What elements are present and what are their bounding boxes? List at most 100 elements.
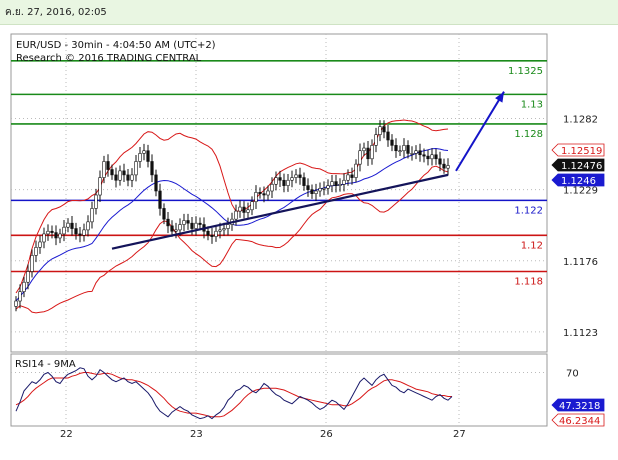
candle-body — [354, 163, 358, 178]
candle-body — [178, 224, 182, 231]
candle-body — [106, 161, 110, 170]
candle-body — [302, 177, 306, 186]
candle-body — [58, 233, 62, 239]
candle-body — [62, 226, 66, 235]
candle-body — [50, 230, 54, 233]
candle-body — [78, 233, 82, 236]
candle-body — [218, 229, 222, 232]
candle-body — [186, 220, 190, 224]
price-tag — [551, 173, 605, 187]
candle-body — [430, 154, 434, 160]
candle-body — [322, 188, 326, 190]
grid — [11, 34, 547, 426]
candle-body — [298, 174, 302, 178]
candle-body — [38, 241, 42, 248]
projection-arrow-line — [455, 91, 505, 172]
candle-body — [110, 169, 114, 176]
candle-body — [378, 126, 382, 135]
candle-body — [294, 174, 298, 178]
candle-body — [86, 221, 90, 231]
candle-body — [226, 224, 230, 229]
candle-body — [310, 189, 314, 194]
candle-body — [170, 225, 174, 232]
candle-body — [114, 174, 118, 181]
candle-body — [142, 150, 146, 154]
candle-body — [290, 177, 294, 181]
candle-body — [242, 206, 246, 213]
timestamp: ค.ย. 27, 2016, 02:05 — [5, 7, 107, 18]
bollinger-upper — [15, 119, 449, 294]
candles — [14, 120, 450, 312]
rsi-tag-label: 46.2344 — [559, 416, 600, 427]
candle-body — [446, 165, 450, 169]
candle-body — [362, 147, 366, 152]
candle-body — [42, 233, 46, 243]
level-label: 1.118 — [514, 276, 543, 287]
candle-body — [426, 155, 430, 160]
top-bar: ค.ย. 27, 2016, 02:05 — [0, 0, 618, 25]
candle-body — [190, 222, 194, 229]
candle-body — [422, 154, 426, 157]
support-trendline — [111, 173, 449, 250]
candle-body — [70, 222, 74, 229]
candle-body — [258, 192, 262, 194]
trendlines — [111, 91, 505, 250]
rsi-lines — [15, 367, 453, 420]
candle-body — [198, 222, 202, 225]
chart-labels: 22 23 26 27 1.1282 1.1229 1.1176 1.1123 70 1.1325… — [60, 66, 605, 440]
candle-body — [138, 153, 142, 162]
candle-body — [26, 271, 30, 283]
candle-body — [206, 230, 210, 236]
rsi-axis-label: 70 — [566, 368, 579, 379]
candle-body — [374, 134, 378, 146]
candle-body — [102, 161, 106, 178]
candle-body — [30, 255, 34, 272]
candle-body — [438, 158, 442, 165]
price-tag-label: 1.1246 — [561, 176, 596, 187]
x-tick-label: 26 — [320, 429, 333, 440]
candle-body — [278, 177, 282, 181]
candle-body — [386, 131, 390, 141]
candle-body — [410, 153, 414, 155]
rsi-tag — [551, 413, 605, 427]
candle-body — [370, 145, 374, 160]
candle-body — [162, 208, 166, 220]
candle-body — [194, 222, 198, 229]
rsi-ma-line — [15, 372, 452, 418]
candle-body — [18, 291, 22, 302]
candle-body — [94, 194, 98, 209]
candle-body — [442, 163, 446, 169]
candle-body — [234, 210, 238, 220]
candle-body — [266, 190, 270, 196]
candle-body — [398, 150, 402, 153]
candle-body — [126, 174, 130, 181]
price-tag — [551, 143, 605, 157]
candle-body — [366, 147, 370, 160]
candle-body — [118, 170, 122, 181]
candle-body — [66, 222, 70, 228]
price-panel-frame — [10, 33, 548, 353]
candle-body — [74, 228, 78, 235]
candle-body — [418, 150, 422, 156]
indicator-title: RSI14 - 9MA — [15, 359, 76, 370]
candle-body — [318, 188, 322, 192]
candle-body — [130, 174, 134, 181]
price-tag-label: 1.12476 — [561, 161, 602, 172]
candle-body — [166, 218, 170, 227]
candle-body — [154, 174, 158, 192]
candle-body — [98, 177, 102, 196]
candle-body — [222, 228, 226, 231]
candle-body — [434, 154, 438, 160]
level-label: 1.122 — [514, 205, 543, 216]
level-lines — [11, 60, 547, 273]
chart-subtitle: Research © 2016 TRADING CENTRAL — [16, 53, 202, 64]
candle-body — [82, 229, 86, 236]
level-label: 1.12 — [521, 240, 543, 251]
candle-body — [46, 230, 50, 235]
candle-body — [382, 126, 386, 133]
candle-body — [238, 206, 242, 212]
candle-body — [214, 230, 218, 237]
candle-body — [158, 190, 162, 209]
price-axis-label: 1.1123 — [563, 328, 598, 339]
candle-body — [90, 208, 94, 223]
